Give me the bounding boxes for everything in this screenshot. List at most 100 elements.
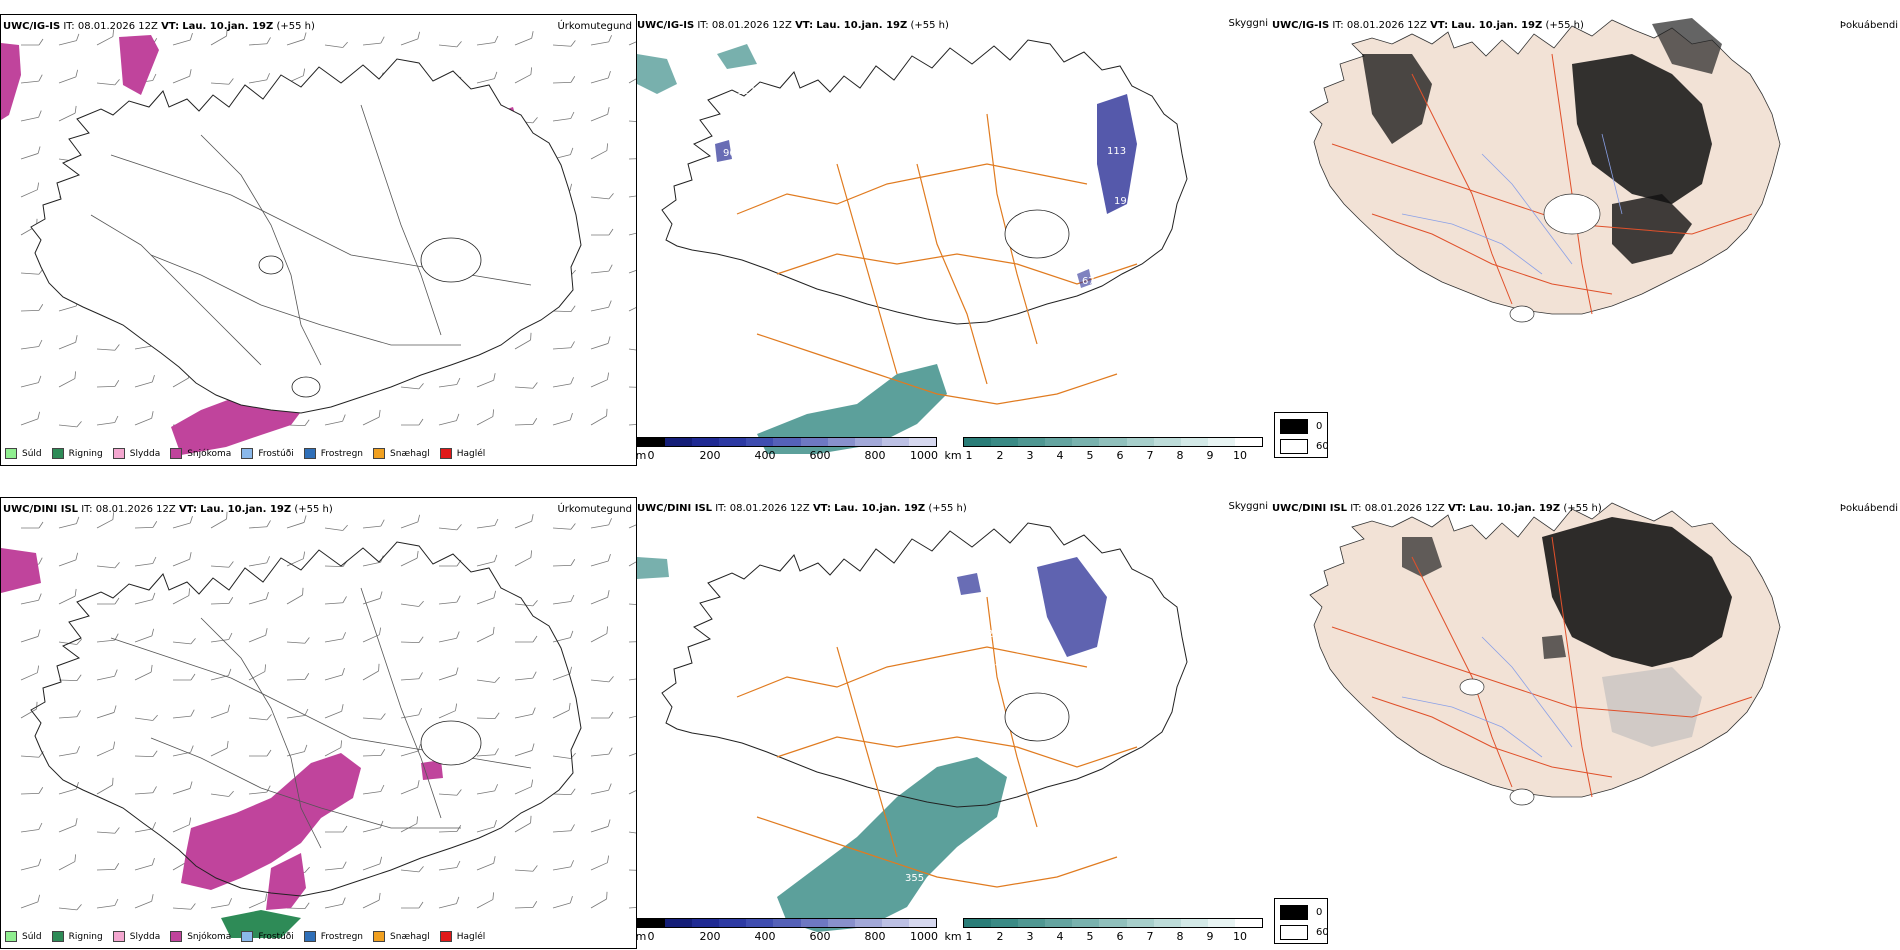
wind-barb-icon bbox=[172, 552, 192, 567]
wind-barb-icon bbox=[628, 640, 636, 643]
wind-barb-icon bbox=[400, 31, 421, 46]
colorbar-tick: 400 bbox=[754, 930, 776, 943]
wind-barb-icon bbox=[438, 789, 462, 796]
fog-indicator-panel-bottom: UWC/DINI ISL IT: 08.01.2026 12Z VT: Lau.… bbox=[1272, 497, 1900, 897]
colorbar-unit: m bbox=[635, 449, 647, 462]
colorbar-unit: km bbox=[944, 449, 962, 462]
colorbar-unit: m bbox=[635, 930, 647, 943]
wind-barb-icon bbox=[438, 377, 461, 388]
wind-barb-icon bbox=[628, 520, 636, 529]
wind-barb-icon bbox=[476, 748, 499, 757]
wind-barb-icon bbox=[20, 894, 41, 909]
river-lines bbox=[1401, 133, 1623, 275]
wind-barb-icon bbox=[362, 519, 385, 529]
wind-barb-icon bbox=[58, 710, 81, 719]
wind-barb-icon bbox=[134, 556, 157, 567]
wind-barb-icon bbox=[628, 785, 636, 795]
wind-barb-icon bbox=[20, 146, 41, 160]
wind-barb-icon bbox=[362, 627, 382, 643]
wind-barb-icon bbox=[552, 666, 573, 681]
wind-barb-icon bbox=[172, 817, 192, 833]
wind-barb-icon bbox=[552, 630, 574, 643]
wind-barb-icon bbox=[21, 521, 44, 529]
wind-barb-icon bbox=[514, 815, 532, 833]
wind-barb-icon bbox=[628, 157, 636, 160]
wind-barb-icon bbox=[628, 749, 636, 757]
colorbar-tick: 10 bbox=[1233, 930, 1247, 943]
wind-barb-icon bbox=[439, 559, 462, 567]
wind-barb-icon bbox=[21, 38, 44, 46]
wind-barb-icon bbox=[58, 904, 82, 911]
colorbar-tick: 800 bbox=[864, 449, 886, 462]
wind-barb-icon bbox=[286, 708, 309, 719]
precip-legend: Súld Rigning Slydda Snjókoma Frostúði Fr… bbox=[5, 931, 485, 942]
legend-swatch bbox=[170, 931, 183, 942]
legend-swatch bbox=[439, 931, 452, 942]
panel-title: Skyggni bbox=[1228, 501, 1268, 512]
wind-barb-icon bbox=[590, 518, 612, 529]
wind-barb-icon bbox=[324, 596, 347, 605]
wind-barb-icon bbox=[590, 300, 612, 312]
wind-barb-icon bbox=[20, 751, 44, 758]
wind-barb-icon bbox=[590, 372, 610, 388]
wind-barb-icon bbox=[628, 73, 636, 84]
visibility-colorbar-strip bbox=[963, 918, 1263, 928]
ceiling-value-label: 27 bbox=[952, 684, 965, 695]
wind-barb-icon bbox=[96, 633, 119, 643]
road-lines bbox=[736, 596, 1138, 888]
wind-barb-icon bbox=[552, 896, 573, 909]
wind-barb-icon bbox=[628, 556, 636, 567]
wind-barb-icon bbox=[514, 671, 537, 681]
low-ceiling-area bbox=[1077, 269, 1092, 288]
wind-barb-icon bbox=[20, 182, 40, 198]
wind-barb-icon bbox=[20, 268, 44, 275]
wind-barb-icon bbox=[134, 521, 158, 529]
wind-barb-icon bbox=[590, 891, 608, 909]
wind-barb-icon bbox=[210, 898, 232, 909]
wind-barb-icon bbox=[552, 788, 576, 796]
legend-swatch bbox=[5, 448, 17, 459]
wind-barb-icon bbox=[324, 668, 345, 681]
legend-swatch bbox=[112, 931, 125, 942]
legend-item: Snæhagl bbox=[373, 931, 430, 942]
wind-barb-icon bbox=[438, 524, 462, 531]
wind-barb-icon bbox=[172, 516, 193, 529]
wind-barb-icon bbox=[20, 110, 42, 122]
wind-barb-icon bbox=[400, 672, 423, 681]
colorbar-tick: 7 bbox=[1146, 930, 1154, 943]
wind-barb-icon bbox=[438, 896, 460, 909]
wind-barb-icon bbox=[58, 69, 79, 84]
wind-barb-icon bbox=[628, 423, 636, 426]
wind-barb-icon bbox=[400, 636, 424, 644]
wind-barb-icon bbox=[286, 637, 310, 644]
wind-barb-icon bbox=[476, 626, 495, 643]
wind-barb-icon bbox=[514, 743, 535, 757]
precip-type-panel-bottom: UWC/DINI ISL IT: 08.01.2026 12Z VT: Lau.… bbox=[0, 497, 637, 949]
wind-barb-icon bbox=[96, 415, 119, 426]
wind-barb-icon bbox=[476, 784, 498, 795]
legend-swatch bbox=[241, 931, 254, 942]
wind-barb-icon bbox=[58, 854, 77, 871]
wind-barb-icon bbox=[210, 511, 228, 529]
wind-barb-icon bbox=[514, 67, 533, 84]
colorbar-tick: 600 bbox=[809, 930, 831, 943]
wind-barb-icon bbox=[58, 638, 82, 645]
iceland-coast bbox=[661, 522, 1188, 808]
wind-barb-icon bbox=[628, 266, 636, 274]
wind-barb-icon bbox=[476, 676, 500, 683]
legend-item: Snjókoma bbox=[170, 931, 231, 942]
colorbar-unit: km bbox=[944, 930, 962, 943]
panel-title: Úrkomutegund bbox=[557, 21, 632, 32]
wind-barb-icon bbox=[362, 820, 384, 833]
colorbar-tick: 8 bbox=[1176, 930, 1184, 943]
cloud-legend: 0 60 bbox=[1274, 412, 1329, 458]
ceiling-colorbar: m 0 200 400 600 800 1000 bbox=[635, 437, 938, 462]
wind-barb-icon bbox=[134, 894, 154, 909]
wind-barb-icon bbox=[476, 71, 498, 84]
cloud-legend: 0 60 bbox=[1274, 898, 1329, 944]
wind-barb-icon bbox=[400, 550, 419, 567]
wind-barb-icon bbox=[362, 36, 385, 46]
glacier bbox=[1004, 692, 1070, 742]
legend-item: Frostúði bbox=[241, 931, 294, 942]
wind-barb-icon bbox=[134, 858, 155, 871]
